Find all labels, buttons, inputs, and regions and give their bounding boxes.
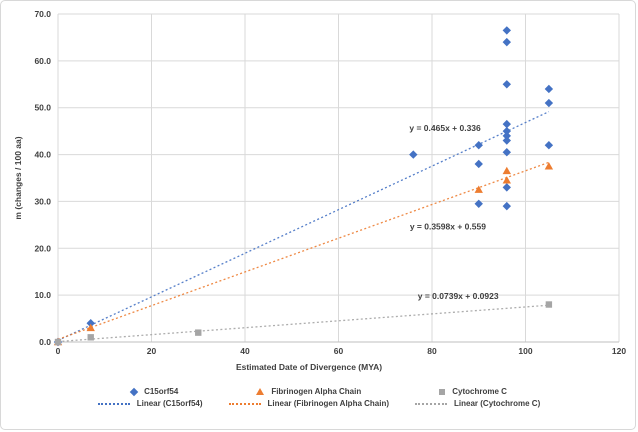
x-tick-label: 100: [518, 346, 532, 356]
data-point: [502, 176, 511, 184]
legend-label: Fibrinogen Alpha Chain: [271, 387, 362, 396]
data-point: [502, 136, 511, 145]
y-tick-label: 40.0: [34, 150, 51, 160]
y-tick-label: 50.0: [34, 103, 51, 113]
data-point: [409, 150, 418, 159]
dotted-line-icon: [97, 402, 130, 405]
legend-row-lines: Linear (C15orf54) Linear (Fibrinogen Alph…: [97, 399, 540, 408]
data-point: [544, 162, 554, 170]
x-tick-label: 0: [56, 346, 61, 356]
data-point: [502, 183, 511, 192]
trendline: [57, 161, 550, 340]
legend-label: Linear (Fibrinogen Alpha Chain): [267, 399, 390, 408]
legend-item-triangle: Fibrinogen Alpha Chain: [256, 387, 361, 396]
data-point: [544, 98, 554, 108]
y-tick-label: 20.0: [34, 243, 51, 253]
legend-label: Cytochrome C: [452, 387, 507, 396]
x-tick-label: 60: [334, 346, 344, 356]
data-point: [474, 185, 483, 193]
data-point: [502, 119, 511, 129]
diamond-marker-icon: [129, 387, 139, 396]
data-point: [502, 131, 511, 141]
data-point: [474, 159, 483, 169]
data-point: [474, 141, 483, 150]
data-point: [502, 37, 511, 47]
y-tick-label: 10.0: [34, 290, 51, 300]
legend-item-square: Cytochrome C: [439, 387, 507, 396]
trendline-equation: y = 0.3598x + 0.559: [410, 222, 486, 232]
x-axis-title: Estimated Date of Divergence (MYA): [236, 362, 382, 372]
legend-label: Linear (Cytochrome C): [454, 399, 541, 408]
data-point: [86, 319, 95, 328]
data-point: [474, 199, 483, 208]
gridlines: [57, 13, 620, 343]
trendline-equation: y = 0.465x + 0.336: [409, 123, 481, 133]
tick-labels: 0 20 40 60 80 100 120 0.0 10.0 20.0 30.0 40.0 50.0 60…: [34, 9, 626, 356]
data-point: [502, 126, 511, 136]
trendline-equations: y = 0.465x + 0.336 y = 0.3598x + 0.559 y =…: [409, 123, 498, 301]
data-point: [54, 338, 62, 346]
y-axis-title: m (changes / 100 aa): [13, 136, 23, 219]
y-tick-label: 60.0: [34, 56, 51, 66]
data-points: [53, 26, 554, 347]
data-point: [545, 301, 553, 308]
data-point: [502, 166, 511, 175]
legend-item-linear: Linear (Cytochrome C): [415, 399, 540, 408]
data-point: [86, 323, 95, 332]
data-point: [502, 148, 511, 157]
legend-label: Linear (C15orf54): [136, 399, 203, 408]
scatter-plot: y = 0.465x + 0.336 y = 0.3598x + 0.559 y =…: [13, 9, 626, 372]
legend-item-linear: Linear (C15orf54): [97, 399, 203, 408]
dotted-line-icon: [415, 402, 448, 405]
trendline-equation: y = 0.0739x + 0.0923: [418, 291, 499, 301]
x-tick-label: 20: [147, 346, 157, 356]
y-tick-label: 70.0: [34, 9, 51, 19]
y-tick-label: 0.0: [39, 337, 51, 347]
data-point: [502, 80, 511, 89]
x-tick-label: 80: [427, 346, 437, 356]
square-marker-icon: [439, 388, 446, 395]
data-point: [502, 201, 511, 211]
data-point: [87, 334, 94, 341]
x-tick-label: 120: [612, 346, 626, 356]
dotted-line-icon: [228, 402, 261, 405]
trendlines: [57, 111, 550, 343]
data-point: [502, 26, 511, 35]
data-point: [544, 141, 554, 150]
x-tick-label: 40: [240, 346, 250, 356]
trendline: [57, 304, 549, 343]
y-tick-label: 30.0: [34, 196, 51, 206]
legend-item-linear: Linear (Fibrinogen Alpha Chain): [228, 399, 390, 408]
data-point: [195, 329, 202, 336]
legend-label: C15orf54: [144, 387, 179, 396]
chart-legend: C15orf54 Fibrinogen Alpha Chain Cytochrome…: [1, 387, 635, 408]
legend-item-diamond: C15orf54: [129, 387, 179, 396]
data-point: [544, 84, 554, 94]
legend-row-markers: C15orf54 Fibrinogen Alpha Chain Cytochrome…: [129, 387, 507, 396]
triangle-marker-icon: [256, 388, 265, 395]
